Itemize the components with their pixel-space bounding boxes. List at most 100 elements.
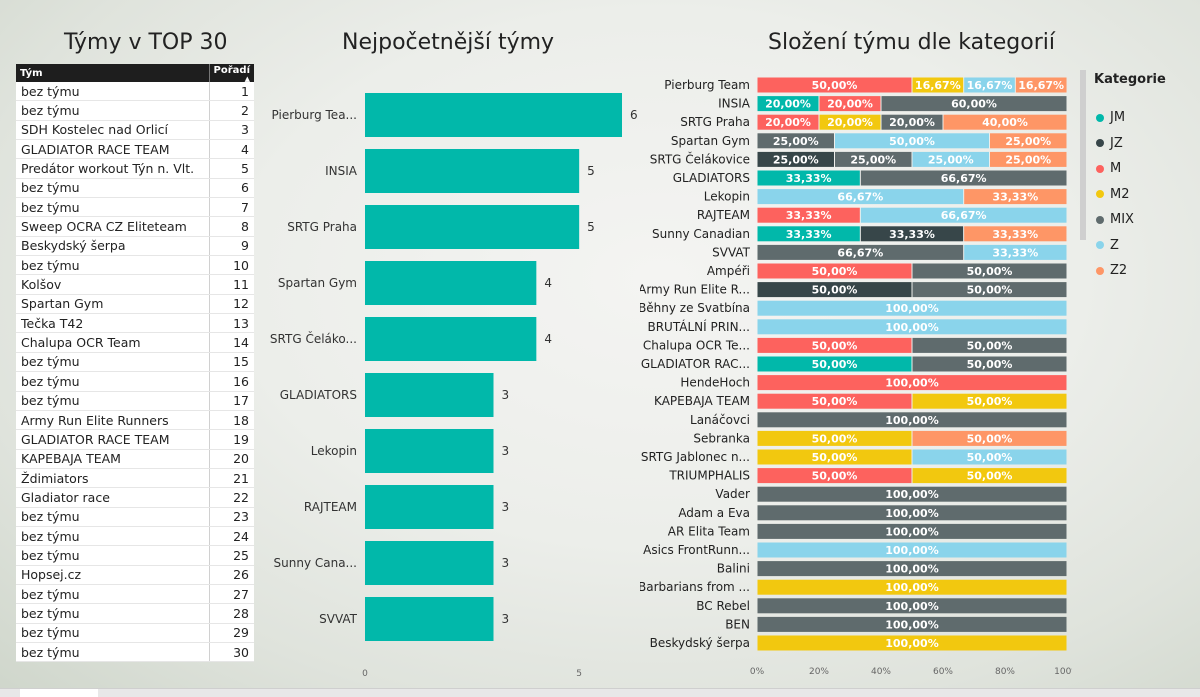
stack-segment-m2[interactable]: [757, 635, 1067, 651]
stack-segment-m[interactable]: [757, 468, 912, 484]
stack-segment-m2[interactable]: [912, 77, 964, 93]
stack-segment-z[interactable]: [964, 244, 1067, 260]
legend-item-z2[interactable]: Z2: [1096, 263, 1127, 278]
table-row[interactable]: Ždimiators 21: [16, 468, 254, 489]
stack-segment-m[interactable]: [757, 337, 912, 353]
legend-item-mix[interactable]: MIX: [1096, 212, 1134, 227]
stack-segment-jm[interactable]: [757, 226, 860, 242]
stack-segment-m[interactable]: [757, 207, 860, 223]
bar[interactable]: [365, 373, 494, 417]
stack-segment-mix[interactable]: [757, 505, 1067, 521]
stack-segment-z[interactable]: [757, 300, 1067, 316]
stack-segment-z2[interactable]: [1015, 77, 1067, 93]
stack-segment-m[interactable]: [819, 96, 881, 112]
table-row[interactable]: bez týmu 23: [16, 507, 254, 527]
table-row[interactable]: bez týmu 25: [16, 545, 254, 566]
table-row[interactable]: Beskydský šerpa 9: [16, 236, 254, 257]
stack-segment-z2[interactable]: [964, 226, 1067, 242]
table-row[interactable]: Army Run Elite Runners 18: [16, 410, 254, 431]
stack-segment-z[interactable]: [757, 189, 964, 205]
stack-segment-z2[interactable]: [912, 430, 1067, 446]
legend-item-z[interactable]: Z: [1096, 238, 1119, 253]
stack-segment-z2[interactable]: [964, 189, 1067, 205]
legend-item-jz[interactable]: JZ: [1096, 136, 1123, 151]
stack-segment-mix[interactable]: [757, 561, 1067, 577]
stack-segment-mix[interactable]: [912, 263, 1067, 279]
stack-segment-jm[interactable]: [757, 170, 860, 186]
stack-segment-jm[interactable]: [757, 356, 912, 372]
stack-segment-mix[interactable]: [881, 114, 943, 130]
legend-item-m[interactable]: M: [1096, 161, 1121, 176]
table-row[interactable]: Hopsej.cz 26: [16, 565, 254, 585]
column-header-rank[interactable]: Pořadí ▲: [208, 64, 254, 82]
table-row[interactable]: bez týmu 17: [16, 391, 254, 411]
stack-segment-z[interactable]: [757, 319, 1067, 335]
stack-segment-m[interactable]: [757, 375, 1067, 391]
stack-segment-mix[interactable]: [912, 356, 1067, 372]
stack-segment-m[interactable]: [757, 114, 819, 130]
legend-scrollbar[interactable]: [1080, 70, 1086, 240]
stack-segment-jz[interactable]: [757, 151, 835, 167]
table-row[interactable]: bez týmu 15: [16, 352, 254, 373]
stack-segment-z[interactable]: [964, 77, 1015, 93]
stack-segment-jm[interactable]: [757, 96, 819, 112]
table-row[interactable]: Chalupa OCR Team 14: [16, 332, 254, 353]
bar[interactable]: [365, 261, 537, 305]
table-row[interactable]: bez týmu 27: [16, 584, 254, 605]
stack-segment-mix[interactable]: [860, 170, 1067, 186]
stack-segment-z[interactable]: [757, 542, 1067, 558]
table-row[interactable]: Tečka T42 13: [16, 313, 254, 334]
stack-segment-m2[interactable]: [757, 449, 912, 465]
bar[interactable]: [365, 317, 537, 361]
table-row[interactable]: bez týmu 24: [16, 526, 254, 547]
table-row[interactable]: Spartan Gym 12: [16, 294, 254, 315]
stack-segment-mix[interactable]: [757, 523, 1067, 539]
stack-segment-mix[interactable]: [881, 96, 1067, 112]
stack-segment-m[interactable]: [757, 77, 912, 93]
stack-segment-mix[interactable]: [757, 244, 964, 260]
stack-segment-m[interactable]: [757, 263, 912, 279]
bar[interactable]: [365, 149, 580, 193]
bar[interactable]: [365, 485, 494, 529]
table-row[interactable]: Gladiator race 22: [16, 487, 254, 508]
table-row[interactable]: KAPEBAJA TEAM 20: [16, 449, 254, 469]
stack-segment-z[interactable]: [860, 207, 1067, 223]
stack-segment-m2[interactable]: [912, 393, 1067, 409]
table-row[interactable]: bez týmu 6: [16, 178, 254, 199]
stack-segment-mix[interactable]: [757, 133, 835, 149]
stack-segment-m2[interactable]: [757, 430, 912, 446]
stack-segment-mix[interactable]: [757, 412, 1067, 428]
stack-segment-mix[interactable]: [912, 337, 1067, 353]
table-row[interactable]: bez týmu 28: [16, 603, 254, 624]
table-row[interactable]: GLADIATOR RACE TEAM 19: [16, 429, 254, 450]
page-tab-active[interactable]: [20, 689, 98, 697]
bar[interactable]: [365, 541, 494, 585]
stack-segment-m[interactable]: [757, 393, 912, 409]
stack-segment-m2[interactable]: [757, 579, 1067, 595]
stack-segment-jz[interactable]: [860, 226, 964, 242]
bar[interactable]: [365, 205, 580, 249]
table-row[interactable]: bez týmu 1: [16, 82, 254, 102]
table-row[interactable]: bez týmu 30: [16, 642, 254, 663]
table-row[interactable]: bez týmu 7: [16, 197, 254, 218]
table-row[interactable]: SDH Kostelec nad Orlicí 3: [16, 120, 254, 141]
stack-segment-z[interactable]: [912, 151, 990, 167]
bar[interactable]: [365, 597, 494, 641]
stack-segment-z2[interactable]: [990, 151, 1067, 167]
table-row[interactable]: bez týmu 29: [16, 623, 254, 643]
table-row[interactable]: bez týmu 16: [16, 371, 254, 392]
stack-segment-m2[interactable]: [819, 114, 881, 130]
table-row[interactable]: bez týmu 10: [16, 255, 254, 276]
bar[interactable]: [365, 93, 622, 137]
stack-segment-mix[interactable]: [757, 486, 1067, 502]
stack-segment-z2[interactable]: [990, 133, 1067, 149]
stack-segment-mix[interactable]: [757, 616, 1067, 632]
legend-item-jm[interactable]: JM: [1096, 110, 1125, 125]
table-row[interactable]: bez týmu 2: [16, 100, 254, 121]
stack-segment-jz[interactable]: [757, 282, 912, 298]
stack-segment-z[interactable]: [835, 133, 989, 149]
column-header-team[interactable]: Tým: [16, 64, 210, 82]
bar[interactable]: [365, 429, 494, 473]
table-row[interactable]: Kolšov 11: [16, 274, 254, 295]
stack-segment-z[interactable]: [912, 449, 1067, 465]
